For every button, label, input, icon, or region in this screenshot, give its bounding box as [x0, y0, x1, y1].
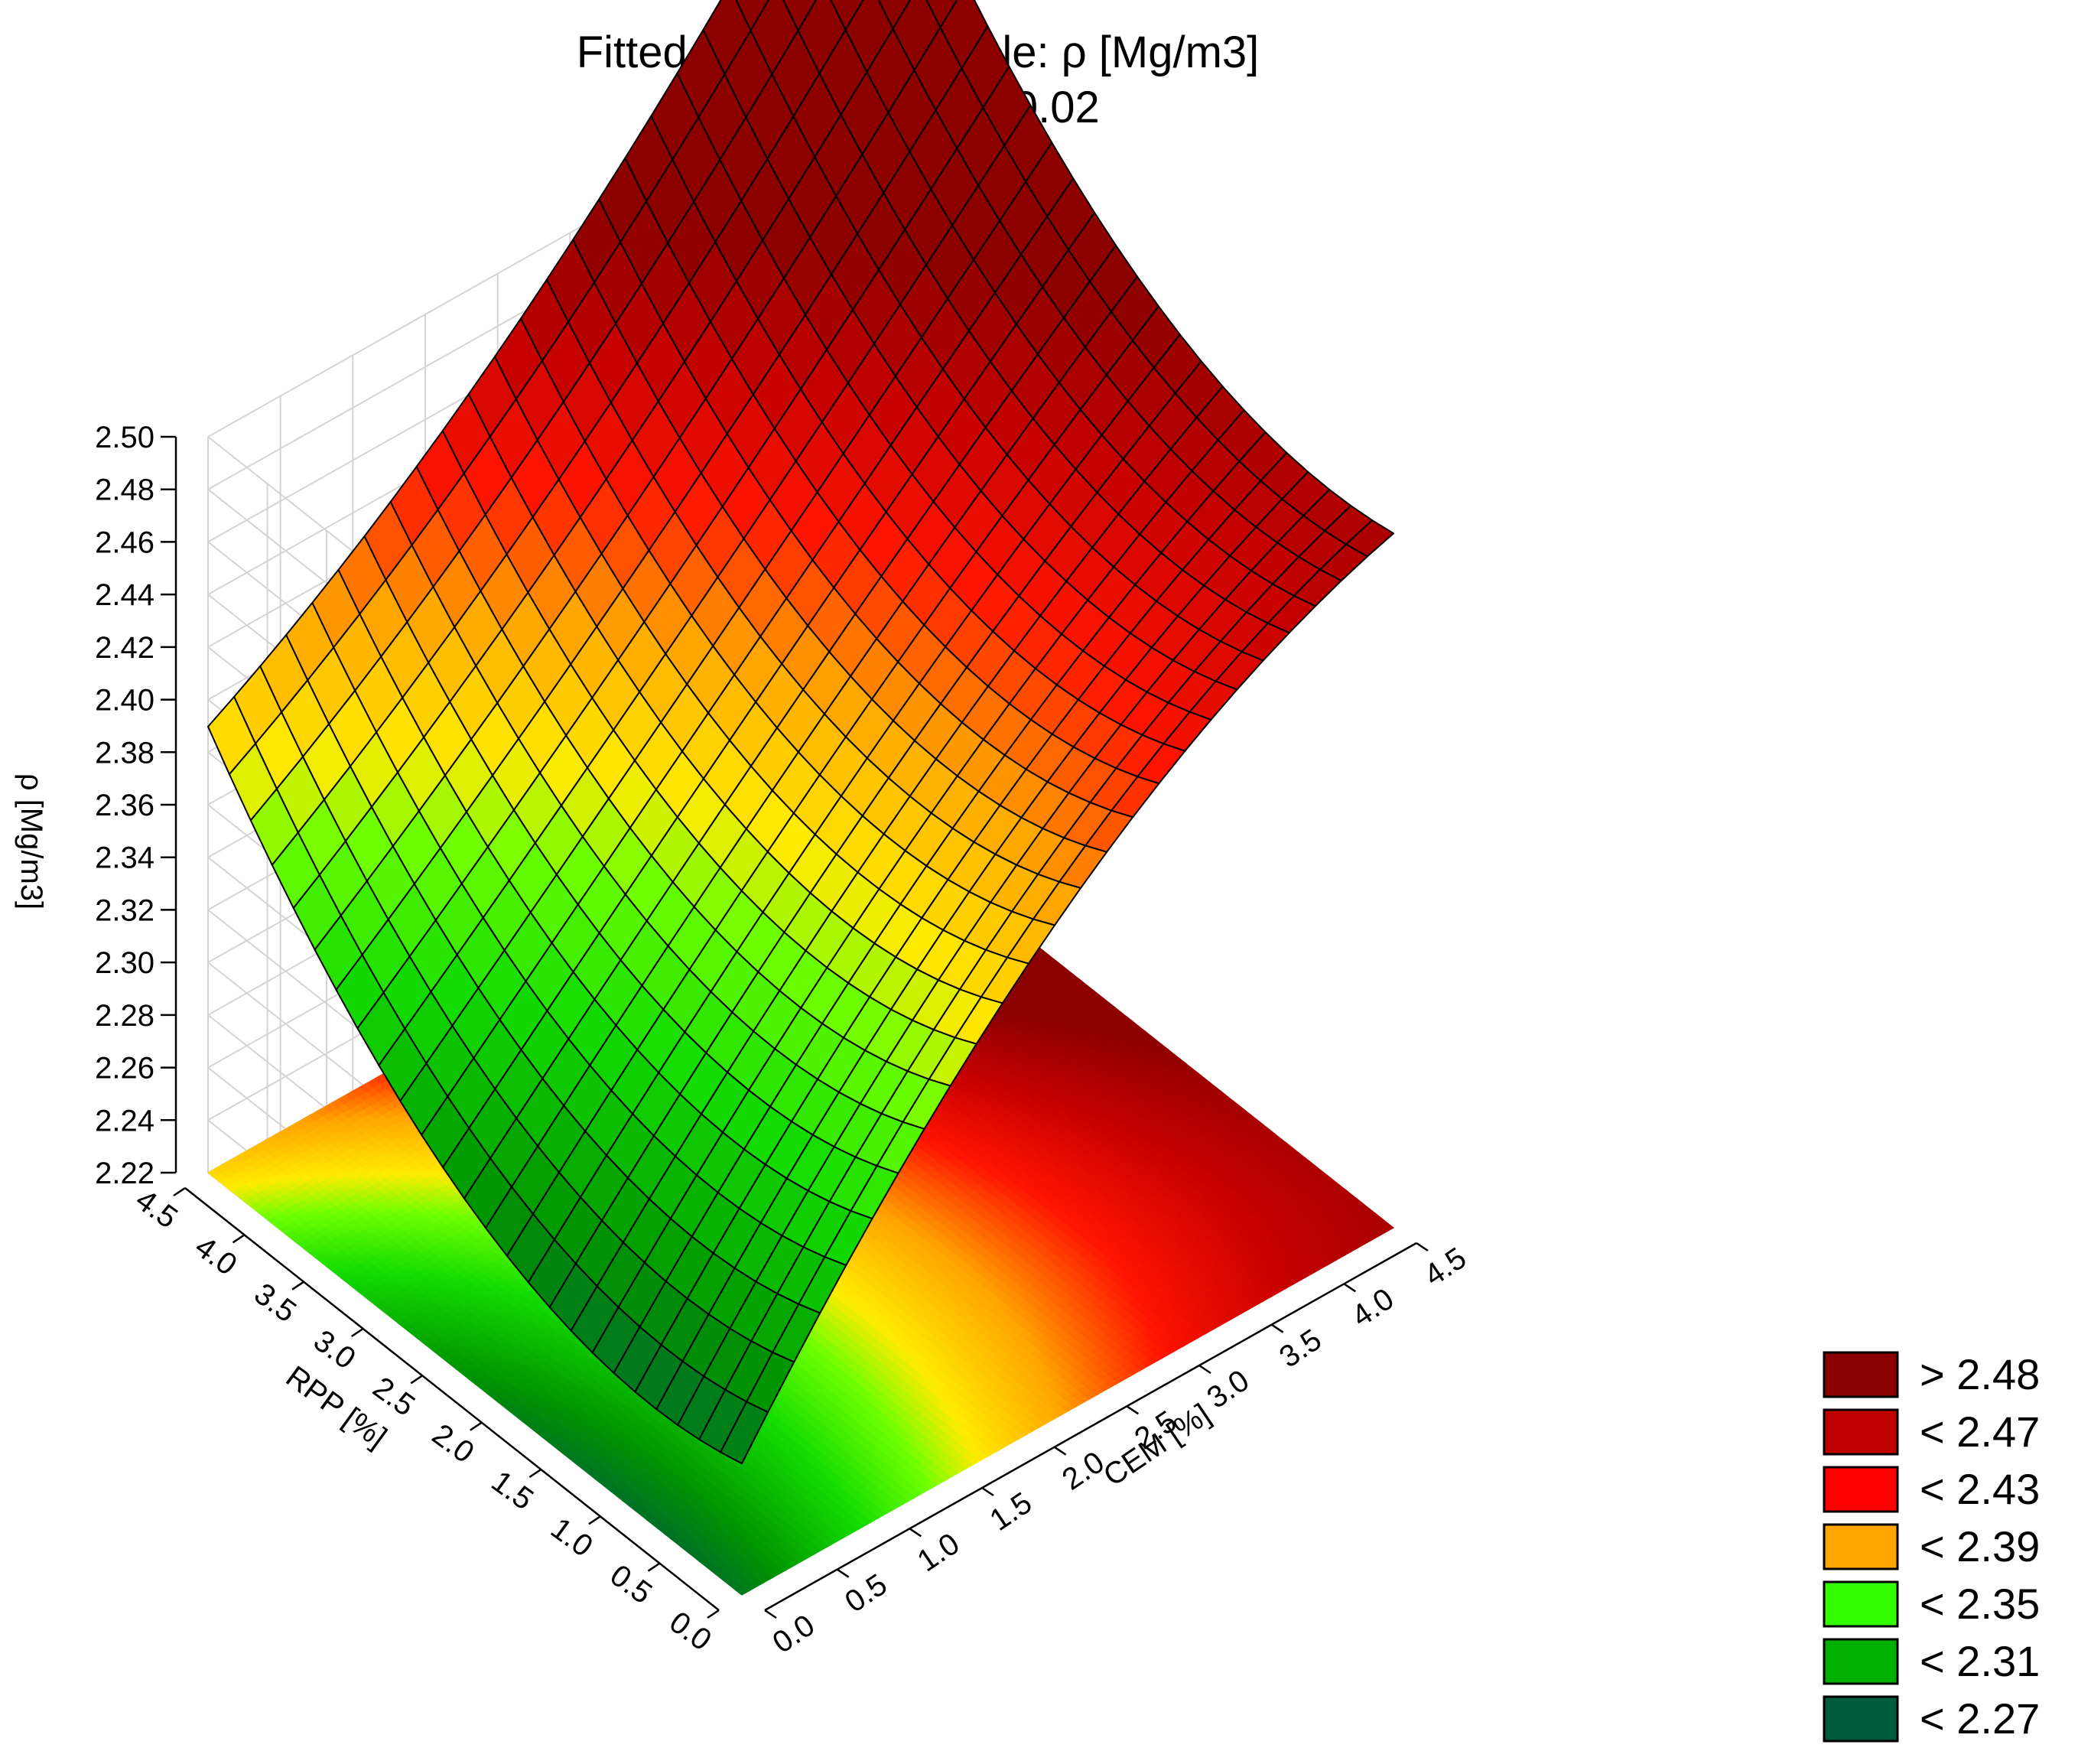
- fitted-surface-chart: Fitted Surface; Variable: ρ [Mg/m3] MS R…: [15, 0, 2040, 1743]
